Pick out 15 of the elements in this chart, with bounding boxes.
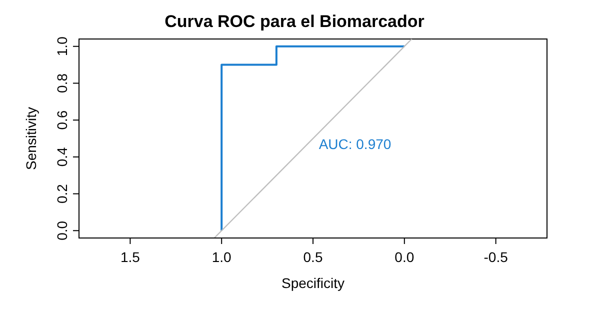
- x-tick-label: 0.5: [303, 248, 323, 265]
- y-tick-label: 0.4: [54, 146, 70, 167]
- y-tick-label: 1.0: [54, 36, 70, 56]
- annotation: AUC: 0.970: [318, 136, 392, 152]
- chart-title: Curva ROC para el Biomarcador: [164, 12, 426, 32]
- y-tick-label: 0.0: [54, 220, 70, 240]
- x-tick-label: 1.0: [212, 248, 232, 265]
- y-tick-label: 0.2: [54, 184, 70, 204]
- y-tick-label: 0.6: [54, 110, 70, 130]
- x-axis-title: Specificity: [281, 275, 345, 291]
- y-axis-title: Sensitivity: [22, 106, 39, 170]
- x-tick-label: 0.0: [394, 248, 414, 265]
- x-tick-label: -0.5: [484, 248, 508, 265]
- y-tick-label: 0.8: [54, 73, 70, 93]
- x-tick-label: 1.5: [120, 248, 140, 265]
